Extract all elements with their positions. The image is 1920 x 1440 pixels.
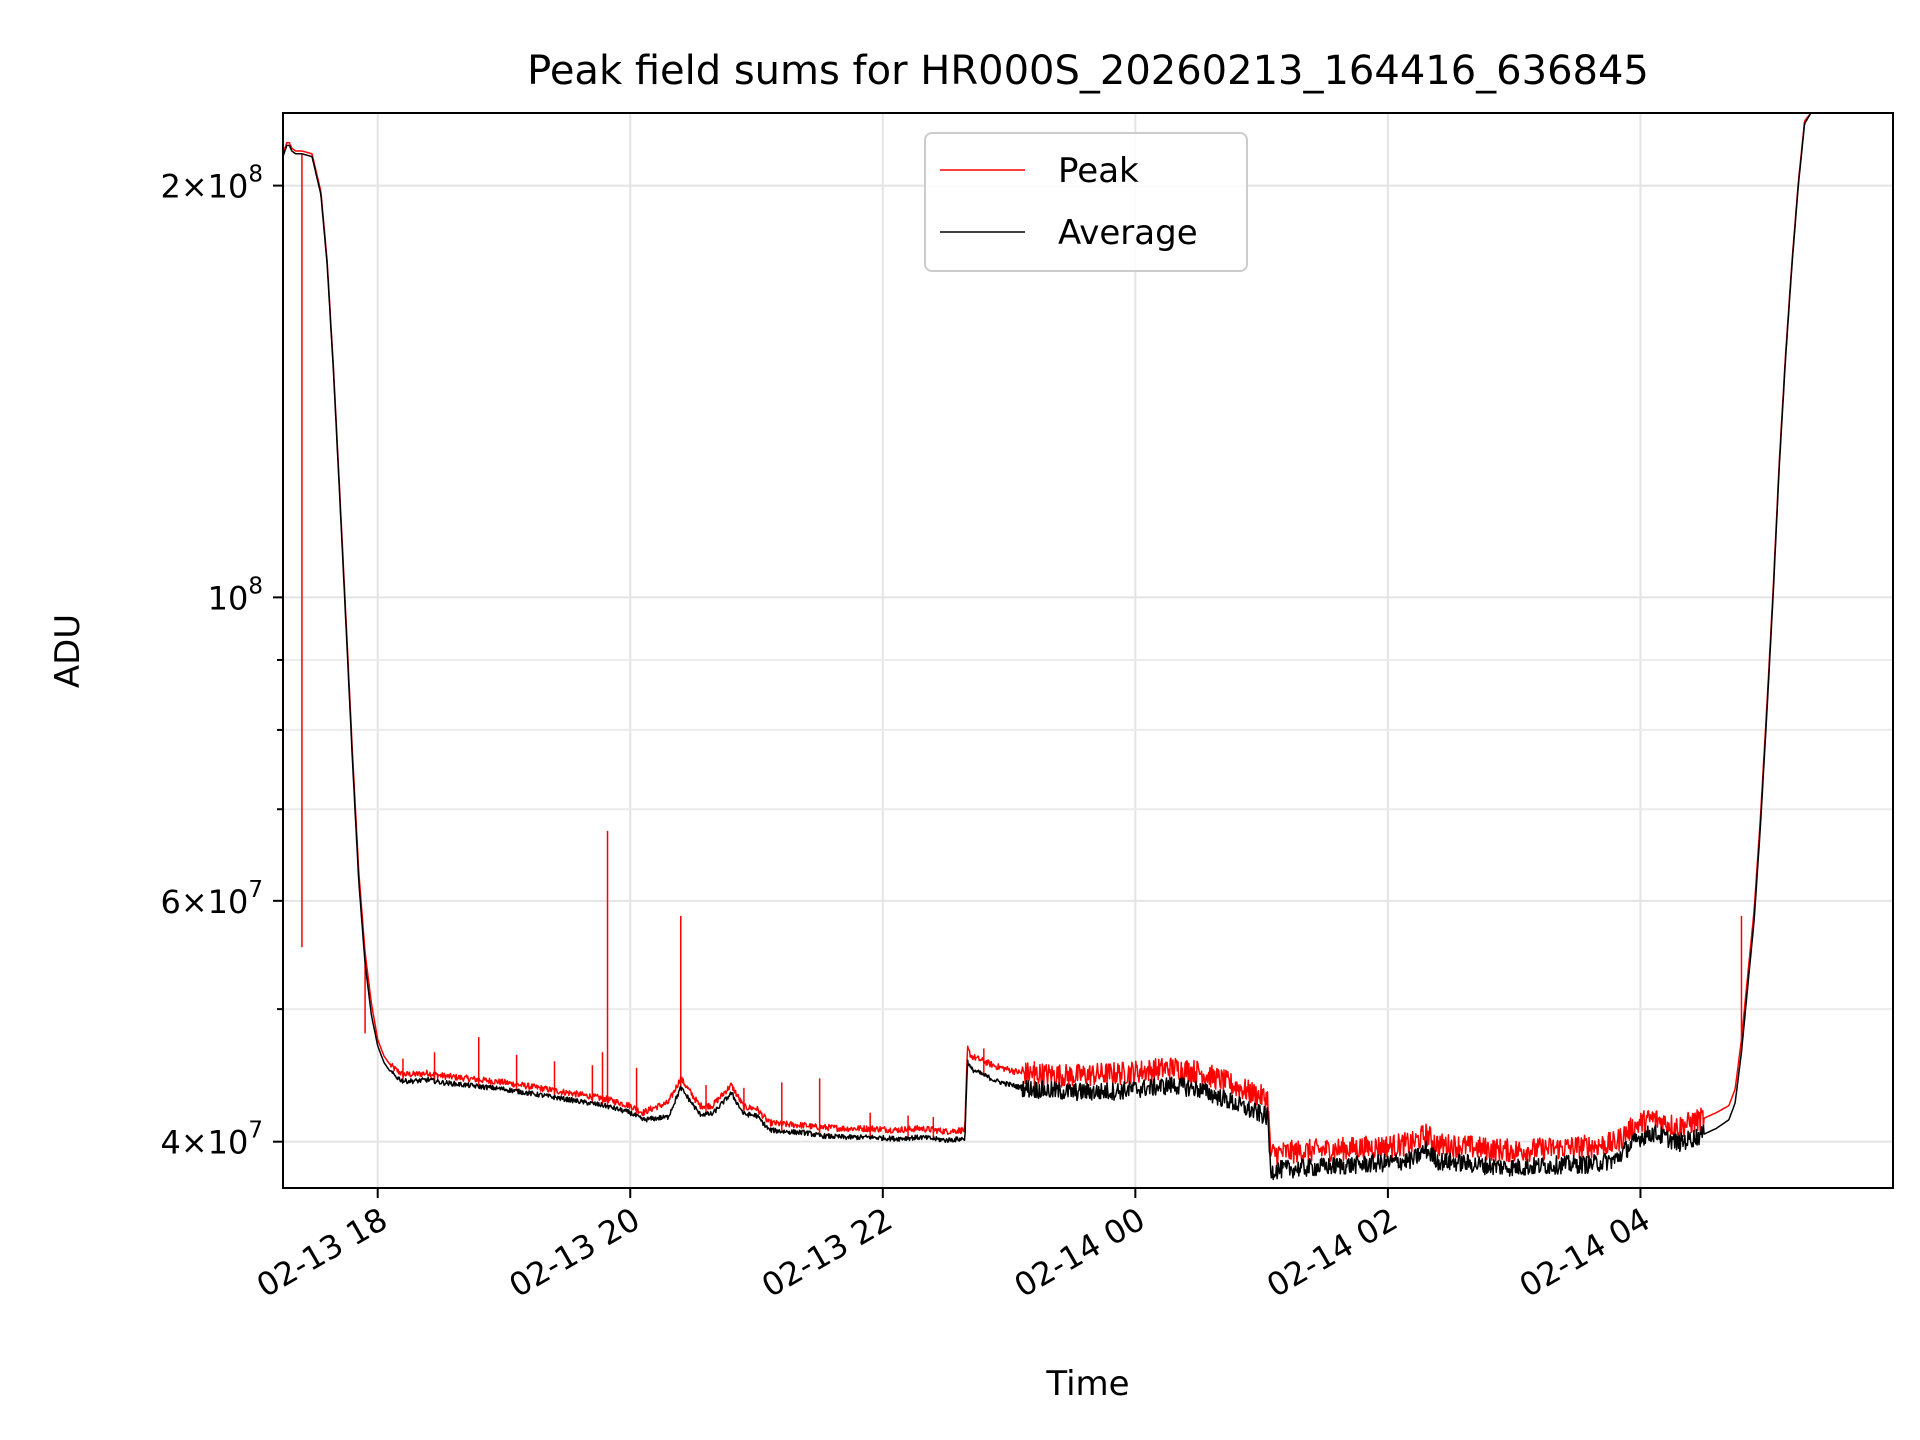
legend[interactable]: Peak Average	[924, 132, 1248, 272]
x-axis-label: Time	[1045, 1364, 1129, 1404]
chart-title: Peak field sums for HR000S_20260213_1644…	[527, 48, 1649, 94]
series-layer	[282, 112, 1818, 1181]
y-tick-label: 6×107	[160, 877, 263, 921]
x-tick-label: 02-14 04	[1513, 1200, 1657, 1305]
series-line-average	[282, 112, 1818, 1181]
y-tick-label: 108	[208, 573, 263, 617]
x-tick-label: 02-14 02	[1260, 1200, 1404, 1305]
legend-average-label: Average	[1058, 213, 1198, 253]
y-tick-exponent: 8	[248, 573, 263, 599]
grid	[283, 113, 1893, 1188]
y-axis: 2×108 108 6×107 4×107	[160, 162, 283, 1162]
y-tick-label: 4×107	[160, 1118, 263, 1162]
y-tick-exponent: 7	[248, 877, 263, 903]
y-tick-exponent: 8	[248, 162, 263, 188]
x-axis: 02-13 18 02-13 20 02-13 22 02-14 00 02-14 02…	[250, 1188, 1656, 1305]
y-axis-label: ADU	[48, 614, 88, 688]
plot-frame	[282, 112, 1894, 1189]
x-tick-label: 02-13 20	[503, 1200, 647, 1305]
x-tick-label: 02-13 22	[755, 1200, 899, 1305]
legend-box	[924, 132, 1248, 272]
x-tick-label: 02-13 18	[250, 1200, 394, 1305]
y-tick-exponent: 7	[248, 1118, 263, 1144]
legend-peak-label: Peak	[1058, 151, 1139, 191]
y-tick-label: 2×108	[160, 162, 263, 206]
x-tick-label: 02-14 00	[1008, 1200, 1152, 1305]
series-line-peak	[282, 112, 1818, 1166]
